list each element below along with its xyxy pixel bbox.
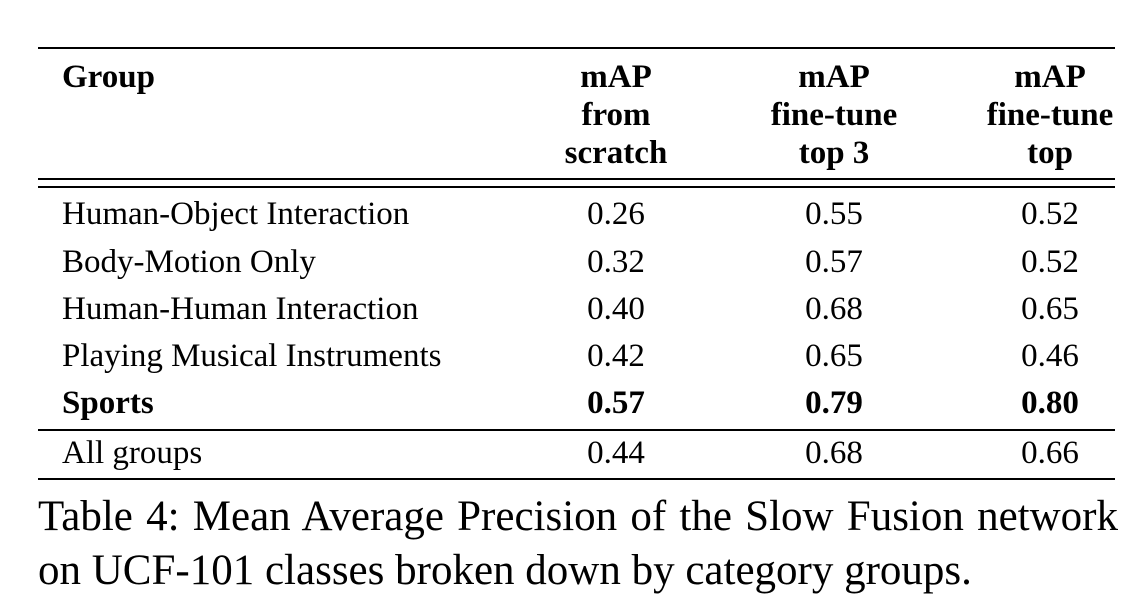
scratch-cell: 0.44 xyxy=(587,435,645,471)
top3-cell: 0.79 xyxy=(805,385,863,421)
group-cell: Sports xyxy=(62,385,154,421)
top-cell: 0.52 xyxy=(1021,244,1079,280)
scratch-cell: 0.57 xyxy=(587,385,645,421)
table-caption: Table 4: Mean Average Precision of the S… xyxy=(38,493,1118,594)
top3-cell: 0.57 xyxy=(805,244,863,280)
header-double-rule-bottom xyxy=(38,186,1115,188)
top-cell: 0.66 xyxy=(1021,435,1079,471)
scratch-cell: 0.26 xyxy=(587,196,645,232)
top-cell: 0.80 xyxy=(1021,385,1079,421)
header-map-from-scratch: mAP from scratch xyxy=(564,59,668,171)
scratch-cell: 0.42 xyxy=(587,338,645,374)
top-cell: 0.46 xyxy=(1021,338,1079,374)
group-cell: All groups xyxy=(62,435,203,471)
table-top-rule xyxy=(38,47,1115,49)
header-group: Group xyxy=(62,59,155,95)
scratch-cell: 0.32 xyxy=(587,244,645,280)
group-cell: Human-Object Interaction xyxy=(62,196,410,232)
table-bottom-rule xyxy=(38,478,1115,480)
top3-cell: 0.65 xyxy=(805,338,863,374)
top3-cell: 0.68 xyxy=(805,435,863,471)
header-map-fine-tune-top-3: mAP fine-tune top 3 xyxy=(770,59,898,171)
total-separator-rule xyxy=(38,429,1115,431)
header-map-fine-tune-top: mAP fine-tune top xyxy=(986,59,1114,171)
top3-cell: 0.55 xyxy=(805,196,863,232)
group-cell: Human-Human Interaction xyxy=(62,291,419,327)
scratch-cell: 0.40 xyxy=(587,291,645,327)
group-cell: Playing Musical Instruments xyxy=(62,338,442,374)
group-cell: Body-Motion Only xyxy=(62,244,316,280)
top3-cell: 0.68 xyxy=(805,291,863,327)
top-cell: 0.65 xyxy=(1021,291,1079,327)
header-double-rule-top xyxy=(38,178,1115,180)
top-cell: 0.52 xyxy=(1021,196,1079,232)
